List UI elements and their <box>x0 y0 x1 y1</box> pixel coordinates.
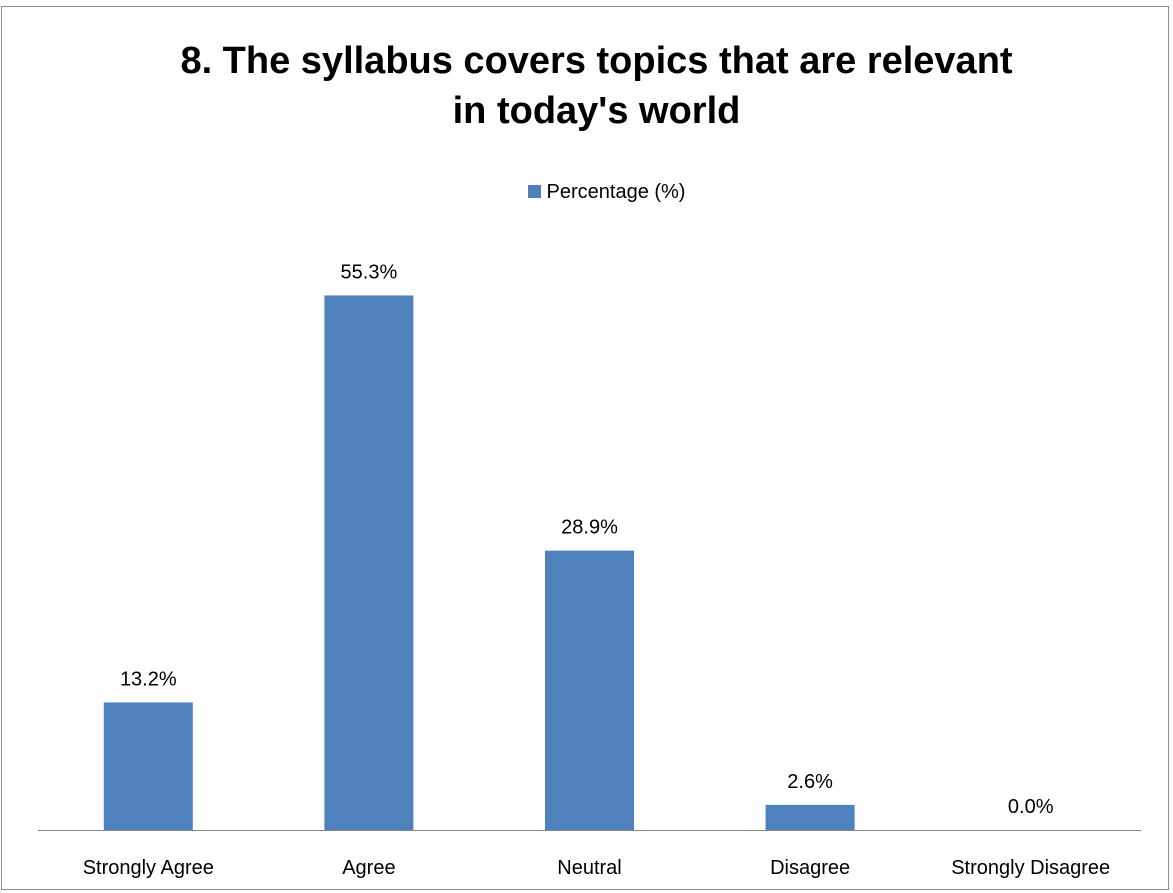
data-label: 2.6% <box>787 771 833 793</box>
legend-label: Percentage (%) <box>546 181 686 203</box>
x-tick-label: Disagree <box>770 857 850 879</box>
chart-title-line-1: 8. The syllabus covers topics that are r… <box>180 40 1013 82</box>
data-label: 28.9% <box>561 517 618 539</box>
data-label: 55.3% <box>341 261 398 283</box>
bar-neutral <box>545 550 634 830</box>
x-tick-label: Agree <box>342 857 395 879</box>
legend-swatch <box>527 185 541 198</box>
x-tick-label: Strongly Disagree <box>951 857 1110 879</box>
x-tick-label: Strongly Agree <box>83 857 214 879</box>
chart-title-line-2: in today's world <box>452 90 741 132</box>
bar-strongly-agree <box>103 702 193 830</box>
data-label: 0.0% <box>1008 796 1054 818</box>
bar-disagree <box>765 804 855 830</box>
chart-title: 8. The syllabus covers topics that are r… <box>0 36 1173 136</box>
data-label: 13.2% <box>120 668 177 690</box>
legend: Percentage (%) <box>0 178 1173 206</box>
bar-agree <box>324 295 414 830</box>
x-tick-label: Neutral <box>557 857 621 879</box>
